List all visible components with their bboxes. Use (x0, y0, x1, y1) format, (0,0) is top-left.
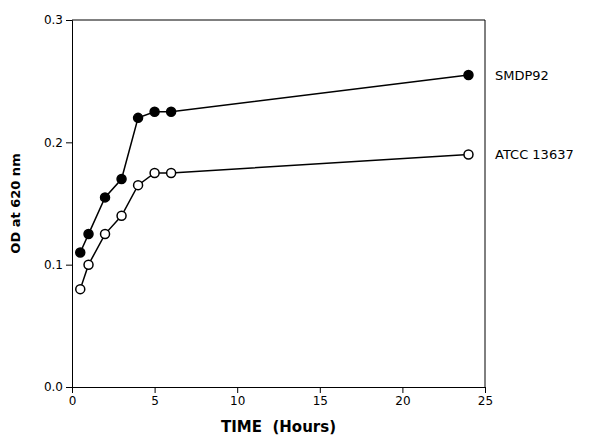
x-tick: 10 (230, 387, 245, 408)
y-tick-label: 0.2 (44, 136, 63, 150)
y-tick-label: 0.1 (44, 258, 63, 272)
y-tick-mark (66, 387, 72, 388)
x-tick: 20 (395, 387, 410, 408)
point (84, 230, 93, 239)
series-line (80, 155, 468, 290)
y-tick: 0.2 (44, 136, 72, 150)
x-tick-label: 15 (313, 394, 328, 408)
series-label: ATCC 13637 (495, 147, 574, 162)
x-tick: 0 (69, 387, 77, 408)
x-tick-mark (155, 387, 156, 393)
y-tick-label: 0.0 (44, 380, 63, 394)
series-label: SMDP92 (495, 68, 549, 83)
x-tick-label: 20 (395, 394, 410, 408)
point (101, 193, 110, 202)
point (76, 285, 85, 294)
point (117, 175, 126, 184)
y-tick-mark (66, 20, 72, 21)
point (76, 248, 85, 257)
x-tick-label: 5 (151, 394, 159, 408)
point (150, 107, 159, 116)
point (464, 71, 473, 80)
y-tick: 0.0 (44, 380, 72, 394)
x-tick: 15 (313, 387, 328, 408)
point (101, 230, 110, 239)
y-axis: 0.0 0.1 0.2 0.3 (44, 13, 73, 394)
chart: 0 5 10 15 20 25 0.0 0.1 0.2 0.3 SMDP92 ATCC 13637 TI… (0, 0, 600, 445)
y-tick-mark (66, 265, 72, 266)
y-tick-label: 0.3 (44, 13, 63, 27)
x-axis-line (73, 388, 486, 394)
point (117, 211, 126, 220)
point (134, 113, 143, 122)
y-tick: 0.3 (44, 13, 72, 27)
x-tick-mark (402, 387, 403, 393)
x-tick-label: 25 (478, 394, 493, 408)
plot-area: 0 5 10 15 20 25 0.0 0.1 0.2 0.3 SMDP92 ATCC 13637 TI… (8, 13, 574, 436)
frame-top (72, 20, 485, 21)
point (464, 150, 473, 159)
x-tick: 25 (478, 387, 493, 408)
y-axis-title: OD at 620 nm (8, 153, 23, 253)
series-line (80, 75, 468, 252)
x-tick-label: 0 (69, 394, 77, 408)
y-tick: 0.1 (44, 258, 72, 272)
x-tick-mark (485, 387, 486, 393)
y-tick-mark (66, 142, 72, 143)
x-tick-mark (320, 387, 321, 393)
x-axis: 0 5 10 15 20 25 (69, 387, 493, 408)
marks (76, 71, 473, 294)
point (167, 168, 176, 177)
y-axis-line (66, 21, 73, 388)
frame-right (485, 20, 486, 387)
x-tick: 5 (151, 387, 159, 408)
x-axis-title: TIME (Hours) (221, 418, 336, 436)
point (150, 168, 159, 177)
point (84, 260, 93, 269)
x-tick-mark (237, 387, 238, 393)
x-tick-label: 10 (230, 394, 245, 408)
point (167, 107, 176, 116)
point (134, 181, 143, 190)
